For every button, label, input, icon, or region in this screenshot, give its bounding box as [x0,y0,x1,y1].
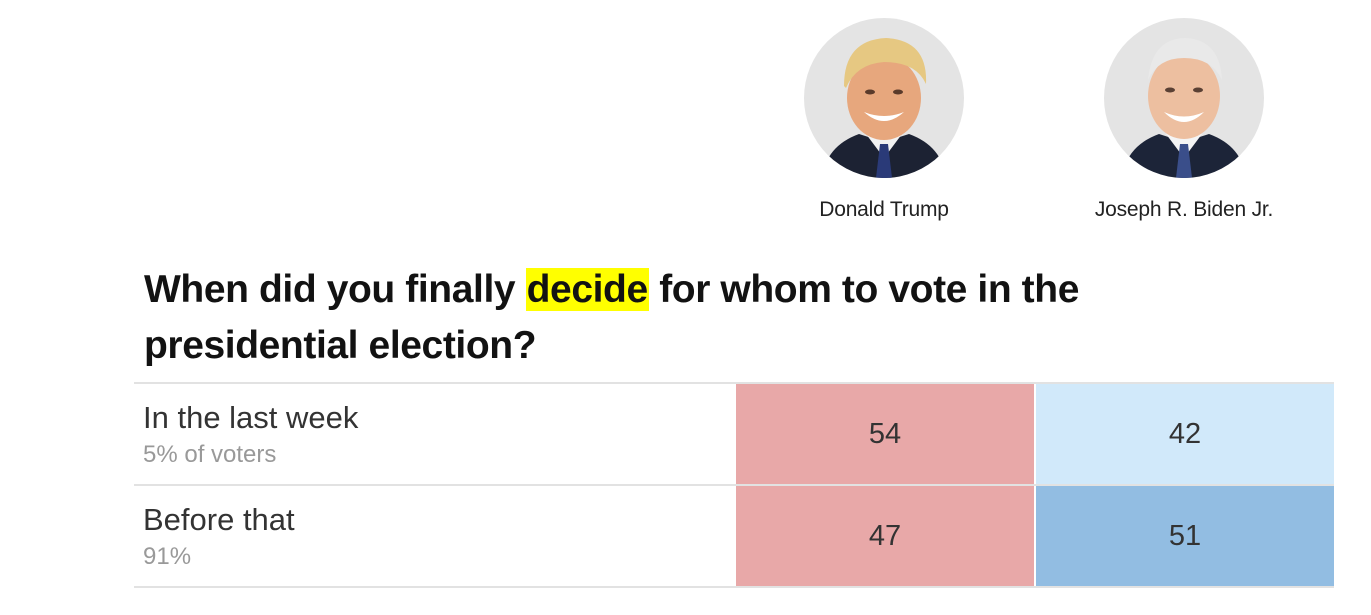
value-cell-biden: 42 [1036,384,1334,484]
candidate-name-biden: Joseph R. Biden Jr. [1094,198,1274,221]
value-cell-biden: 51 [1036,486,1334,586]
value-cell-trump: 54 [736,384,1034,484]
question-text-before: When did you finally [144,268,526,311]
biden-photo [1104,18,1264,178]
table-row: In the last week 5% of voters 54 42 [134,384,1334,486]
candidate-name-trump: Donald Trump [819,198,949,221]
question-text-after: for whom to vote in the presidential ele… [144,268,1079,367]
row-label: In the last week [143,400,359,435]
row-label: Before that [143,502,295,537]
candidate-biden: Joseph R. Biden Jr. [1034,18,1334,222]
row-share: 91% [143,543,192,570]
portrait-photo-icon [1122,38,1246,178]
portrait-photo-icon [822,38,946,178]
results-table: In the last week 5% of voters 54 42 Befo… [134,382,1334,588]
candidate-trump: Donald Trump [734,18,1034,222]
trump-photo [804,18,964,178]
row-share: 5% of voters [143,441,277,468]
question-title: When did you finally decide for whom to … [144,262,1144,374]
value-cell-trump: 47 [736,486,1034,586]
row-label-cell: Before that 91% [134,486,734,586]
question-highlight: decide [525,268,649,311]
row-label-cell: In the last week 5% of voters [134,384,734,484]
table-row: Before that 91% 47 51 [134,486,1334,588]
